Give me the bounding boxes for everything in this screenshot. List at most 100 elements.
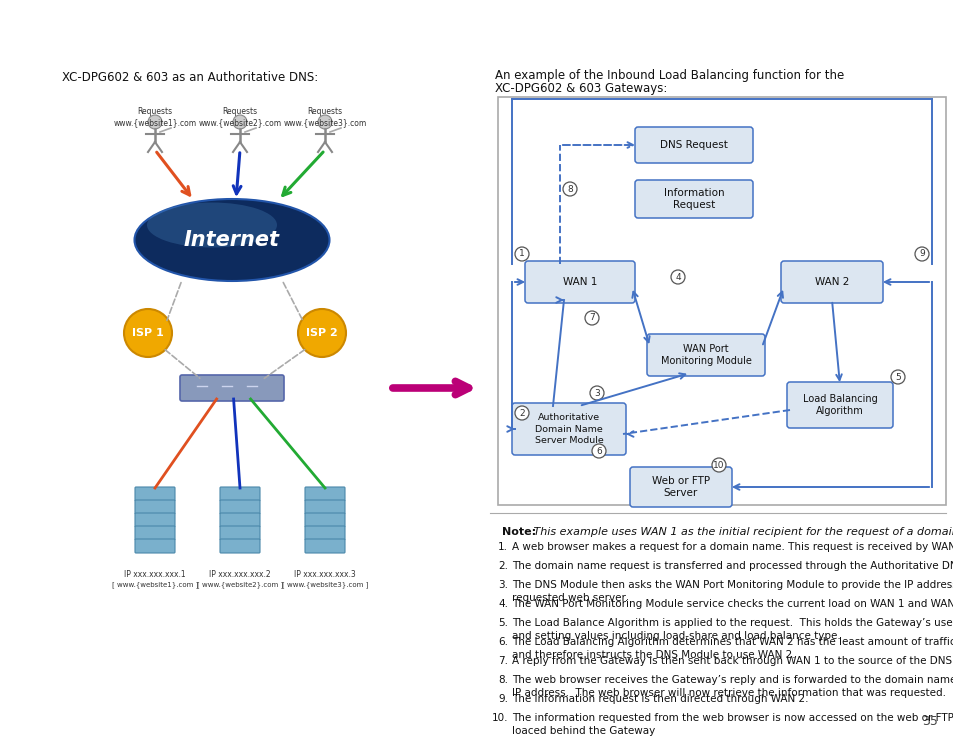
Text: Internet: Internet xyxy=(184,230,280,250)
FancyBboxPatch shape xyxy=(629,467,731,507)
Text: 10.: 10. xyxy=(491,713,507,723)
Text: 9: 9 xyxy=(918,249,923,258)
Text: 1: 1 xyxy=(518,249,524,258)
Text: XC-DPG602 & 603 Gateways:: XC-DPG602 & 603 Gateways: xyxy=(495,82,667,95)
Circle shape xyxy=(562,182,577,196)
FancyBboxPatch shape xyxy=(646,334,764,376)
Circle shape xyxy=(515,406,529,420)
Text: The DNS Module then asks the WAN Port Monitoring Module to provide the IP addres: The DNS Module then asks the WAN Port Mo… xyxy=(512,580,953,590)
Text: Information
Request: Information Request xyxy=(663,187,723,210)
FancyBboxPatch shape xyxy=(135,539,174,553)
Text: 10: 10 xyxy=(713,461,724,469)
Circle shape xyxy=(914,247,928,261)
Text: 7: 7 xyxy=(589,314,595,323)
Text: The information request is then directed through WAN 2.: The information request is then directed… xyxy=(512,694,807,704)
Text: Load Balancing
Algorithm: Load Balancing Algorithm xyxy=(801,393,877,416)
FancyBboxPatch shape xyxy=(305,526,345,540)
Circle shape xyxy=(515,247,529,261)
Text: IP xxx.xxx.xxx.2: IP xxx.xxx.xxx.2 xyxy=(209,570,271,579)
Text: and setting values including load-share and load balance type.: and setting values including load-share … xyxy=(512,631,840,641)
FancyBboxPatch shape xyxy=(135,487,174,501)
Text: A reply from the Gateway is then sent back through WAN 1 to the source of the DN: A reply from the Gateway is then sent ba… xyxy=(512,656,953,666)
Text: Requests
www.{website3}.com: Requests www.{website3}.com xyxy=(283,107,366,127)
Text: 3: 3 xyxy=(594,388,599,398)
FancyBboxPatch shape xyxy=(220,500,260,514)
FancyBboxPatch shape xyxy=(635,127,752,163)
Text: 5: 5 xyxy=(894,373,900,382)
Circle shape xyxy=(584,311,598,325)
FancyBboxPatch shape xyxy=(135,513,174,527)
Text: 8: 8 xyxy=(566,184,572,193)
Text: IP xxx.xxx.xxx.1: IP xxx.xxx.xxx.1 xyxy=(124,570,186,579)
Text: WAN Port
Monitoring Module: WAN Port Monitoring Module xyxy=(659,344,751,366)
Circle shape xyxy=(670,270,684,284)
FancyBboxPatch shape xyxy=(781,261,882,303)
Circle shape xyxy=(124,309,172,357)
Text: The WAN Port Monitoring Module service checks the current load on WAN 1 and WAN : The WAN Port Monitoring Module service c… xyxy=(512,599,953,609)
Text: Web or FTP
Server: Web or FTP Server xyxy=(651,475,709,498)
Circle shape xyxy=(592,444,605,458)
FancyBboxPatch shape xyxy=(135,526,174,540)
Ellipse shape xyxy=(134,199,329,281)
Text: ISP 2: ISP 2 xyxy=(306,328,337,338)
Text: 5.: 5. xyxy=(497,618,507,628)
FancyBboxPatch shape xyxy=(220,487,260,501)
Text: 8.: 8. xyxy=(497,675,507,685)
FancyBboxPatch shape xyxy=(512,403,625,455)
FancyBboxPatch shape xyxy=(305,500,345,514)
Circle shape xyxy=(317,115,332,129)
Text: Requests
www.{website1}.com: Requests www.{website1}.com xyxy=(113,107,196,127)
Text: 4.: 4. xyxy=(497,599,507,609)
Text: This example uses WAN 1 as the initial recipient for the request of a domain nam: This example uses WAN 1 as the initial r… xyxy=(530,527,953,537)
FancyBboxPatch shape xyxy=(305,487,345,501)
Text: 35: 35 xyxy=(922,715,937,728)
Text: XC-DPG602 & 603 as an Authoritative DNS:: XC-DPG602 & 603 as an Authoritative DNS: xyxy=(62,71,318,84)
Circle shape xyxy=(589,386,603,400)
FancyBboxPatch shape xyxy=(497,97,945,505)
Text: 6.: 6. xyxy=(497,637,507,647)
Circle shape xyxy=(297,309,346,357)
Text: The Load Balance Algorithm is applied to the request.  This holds the Gateway’s : The Load Balance Algorithm is applied to… xyxy=(512,618,953,628)
Text: 4: 4 xyxy=(675,272,680,281)
Text: 6: 6 xyxy=(596,446,601,455)
Text: [ www.{website3}.com ]: [ www.{website3}.com ] xyxy=(281,581,368,587)
Text: 2.: 2. xyxy=(497,561,507,571)
Text: The Load Balancing Algorithm determines that WAN 2 has the least amount of traff: The Load Balancing Algorithm determines … xyxy=(512,637,953,647)
Text: Note:: Note: xyxy=(501,527,536,537)
Ellipse shape xyxy=(147,202,276,247)
Text: [ www.{website1}.com ]: [ www.{website1}.com ] xyxy=(112,581,198,587)
Circle shape xyxy=(890,370,904,384)
Text: WAN 1: WAN 1 xyxy=(562,277,597,287)
Text: DNS Request: DNS Request xyxy=(659,140,727,150)
FancyBboxPatch shape xyxy=(635,180,752,218)
Text: 3.: 3. xyxy=(497,580,507,590)
FancyBboxPatch shape xyxy=(220,539,260,553)
FancyBboxPatch shape xyxy=(135,500,174,514)
Text: IP xxx.xxx.xxx.3: IP xxx.xxx.xxx.3 xyxy=(294,570,355,579)
FancyBboxPatch shape xyxy=(220,513,260,527)
Text: 7.: 7. xyxy=(497,656,507,666)
Text: 9.: 9. xyxy=(497,694,507,704)
Circle shape xyxy=(233,115,247,129)
Circle shape xyxy=(148,115,162,129)
FancyBboxPatch shape xyxy=(305,539,345,553)
FancyBboxPatch shape xyxy=(786,382,892,428)
Text: The domain name request is transferred and processed through the Authoritative D: The domain name request is transferred a… xyxy=(512,561,953,571)
Text: 2: 2 xyxy=(518,409,524,418)
Text: The web browser receives the Gateway’s reply and is forwarded to the domain name: The web browser receives the Gateway’s r… xyxy=(512,675,953,685)
Text: ISP 1: ISP 1 xyxy=(132,328,164,338)
Text: An example of the Inbound Load Balancing function for the: An example of the Inbound Load Balancing… xyxy=(495,69,843,82)
Text: loaced behind the Gateway: loaced behind the Gateway xyxy=(512,726,655,736)
FancyBboxPatch shape xyxy=(305,513,345,527)
Text: The information requested from the web browser is now accessed on the web or FTP: The information requested from the web b… xyxy=(512,713,953,723)
Text: Authoritative
Domain Name
Server Module: Authoritative Domain Name Server Module xyxy=(534,413,602,445)
Circle shape xyxy=(711,458,725,472)
Text: requested web server.: requested web server. xyxy=(512,593,628,603)
Text: Requests
www.{website2}.com: Requests www.{website2}.com xyxy=(198,107,281,127)
Text: WAN 2: WAN 2 xyxy=(814,277,848,287)
FancyBboxPatch shape xyxy=(524,261,635,303)
Text: IP address.  The web browser will now retrieve the information that was requeste: IP address. The web browser will now ret… xyxy=(512,688,945,698)
Text: [ www.{website2}.com ]: [ www.{website2}.com ] xyxy=(196,581,283,587)
Text: How it works: How it works xyxy=(15,11,265,49)
FancyBboxPatch shape xyxy=(220,526,260,540)
